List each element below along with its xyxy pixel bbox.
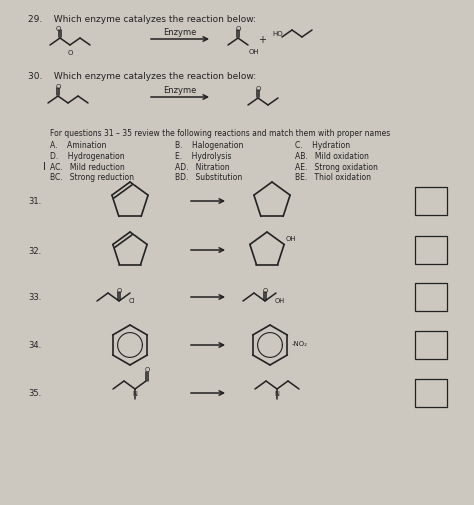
Text: O: O	[145, 366, 150, 372]
Text: 31.: 31.	[28, 197, 41, 206]
Text: OH: OH	[275, 297, 285, 304]
Text: 29.    Which enzyme catalyzes the reaction below:: 29. Which enzyme catalyzes the reaction …	[28, 15, 256, 23]
Text: For questions 31 – 35 review the following reactions and match them with proper : For questions 31 – 35 review the followi…	[50, 128, 390, 137]
Text: HO: HO	[272, 31, 283, 37]
Text: N: N	[274, 390, 279, 396]
Text: 35.: 35.	[28, 389, 41, 398]
Text: C.    Hydration: C. Hydration	[295, 141, 350, 150]
Text: 30.    Which enzyme catalyzes the reaction below:: 30. Which enzyme catalyzes the reaction …	[28, 71, 256, 80]
Text: O: O	[67, 50, 73, 56]
Bar	[415, 331, 447, 359]
Text: O: O	[235, 26, 241, 32]
Text: 33.: 33.	[28, 293, 41, 302]
Text: OH: OH	[286, 236, 297, 242]
Text: O: O	[117, 287, 122, 293]
Text: O: O	[263, 287, 268, 293]
Text: E.    Hydrolysis: E. Hydrolysis	[175, 152, 231, 161]
Text: 32.: 32.	[28, 246, 41, 255]
Text: O: O	[55, 84, 61, 90]
Text: 34.: 34.	[28, 341, 41, 350]
Text: Enzyme: Enzyme	[164, 85, 197, 94]
Text: B.    Halogenation: B. Halogenation	[175, 141, 243, 150]
Text: A.    Amination: A. Amination	[50, 141, 106, 150]
Text: N: N	[132, 390, 137, 396]
Text: O: O	[255, 86, 261, 92]
Text: BE.   Thiol oxidation: BE. Thiol oxidation	[295, 173, 371, 182]
Text: BD.   Substitution: BD. Substitution	[175, 173, 242, 182]
Bar	[415, 283, 447, 312]
Bar	[415, 379, 447, 407]
Text: -NO₂: -NO₂	[292, 340, 308, 346]
Text: Cl: Cl	[129, 297, 136, 304]
Text: I: I	[43, 162, 46, 172]
Text: O: O	[55, 26, 61, 32]
Bar	[415, 236, 447, 265]
Text: D.    Hydrogenation: D. Hydrogenation	[50, 152, 125, 161]
Text: +: +	[258, 35, 266, 45]
Text: AE.   Strong oxidation: AE. Strong oxidation	[295, 162, 378, 171]
Text: AD.   Nitration: AD. Nitration	[175, 162, 229, 171]
Text: AB.   Mild oxidation: AB. Mild oxidation	[295, 152, 369, 161]
Text: BC.   Strong reduction: BC. Strong reduction	[50, 173, 134, 182]
Text: Enzyme: Enzyme	[164, 27, 197, 36]
Text: OH: OH	[249, 49, 260, 55]
Bar	[415, 188, 447, 216]
Text: AC.   Mild reduction: AC. Mild reduction	[50, 162, 125, 171]
